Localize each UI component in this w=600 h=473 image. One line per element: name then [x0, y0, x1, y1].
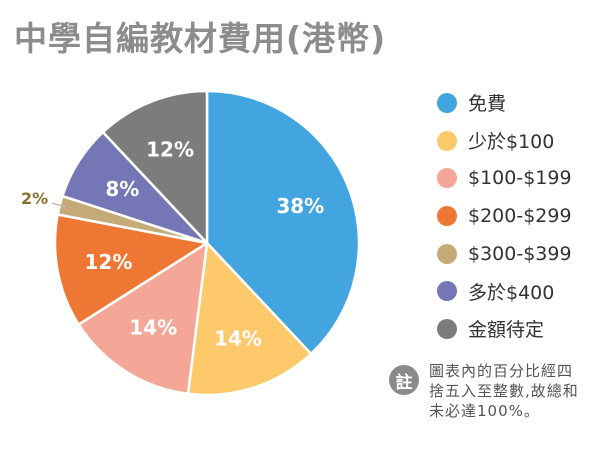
legend-item: 少於$100 [437, 122, 572, 160]
slice-label: 14% [129, 316, 177, 340]
legend-item: 免費 [437, 84, 572, 122]
legend-label: $300-$399 [468, 242, 572, 265]
legend-item: 多於$400 [437, 272, 572, 310]
legend-label: $200-$299 [468, 204, 572, 227]
slice-label: 8% [105, 177, 139, 201]
legend-item: $100-$199 [437, 159, 572, 197]
legend-label: 免費 [468, 93, 507, 116]
pie-slice [205, 89, 361, 356]
legend-swatch [437, 92, 457, 113]
legend-swatch [437, 281, 457, 302]
chart-title: 中學自編教材費用(港幣) [14, 19, 387, 58]
legend-label: $100-$199 [468, 167, 572, 190]
legend-item: $200-$299 [437, 197, 572, 235]
pie-slice [186, 241, 313, 397]
legend-label: 多於$400 [468, 281, 555, 304]
legend-swatch [437, 168, 457, 189]
legend-item: $300-$399 [437, 235, 572, 273]
legend-item: 金額待定 [437, 310, 572, 348]
slice-label: 14% [214, 326, 262, 350]
legend-label: 金額待定 [468, 319, 545, 342]
slice-label: 2% [21, 189, 48, 208]
note-badge: 註 [389, 365, 419, 395]
pie-slice [101, 89, 209, 245]
legend-label: 少於$100 [468, 131, 555, 154]
slice-label: 12% [85, 250, 133, 274]
legend-swatch [437, 318, 457, 339]
pie-slice [53, 213, 209, 326]
slice-label: 38% [276, 194, 324, 218]
slice-leader-line [51, 202, 66, 208]
pie-slice [77, 241, 209, 396]
legend-swatch [437, 130, 457, 151]
legend-swatch [437, 205, 457, 226]
legend-swatch [437, 243, 457, 264]
note-text: 圖表內的百分比經四捨五入至整數,故總和未必達100%。 [429, 362, 579, 420]
legend: 免費少於$100 $100-$199 $200-$299 $300-$399 多於$40… [437, 84, 572, 348]
slice-label: 12% [146, 138, 194, 162]
